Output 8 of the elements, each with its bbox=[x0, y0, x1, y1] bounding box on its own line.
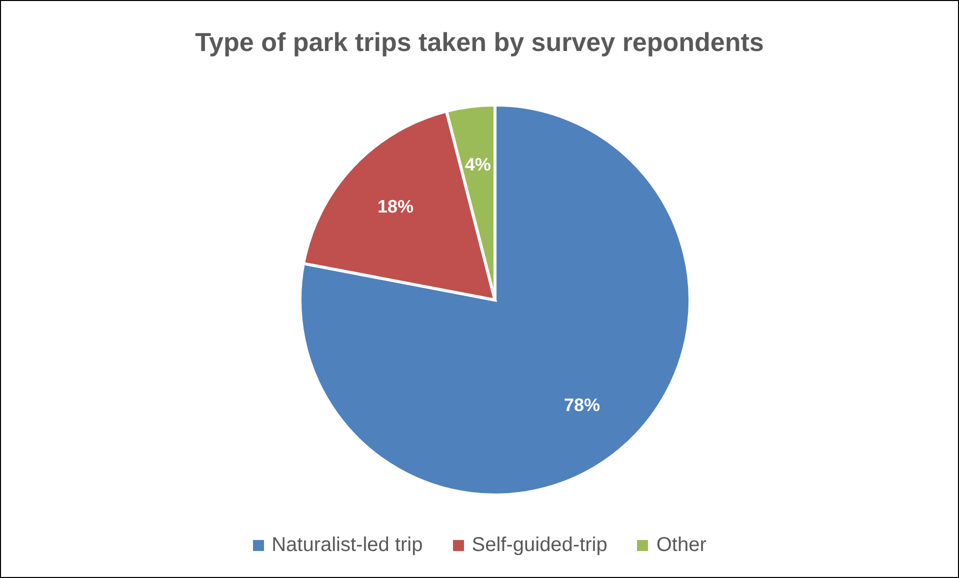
legend-label: Other bbox=[655, 534, 706, 557]
legend-label: Naturalist-led trip bbox=[270, 534, 423, 557]
data-label: 18% bbox=[377, 196, 414, 217]
data-label: 4% bbox=[464, 154, 491, 175]
legend-label: Self-guided-trip bbox=[470, 534, 608, 557]
data-label: 78% bbox=[564, 395, 600, 416]
chart-title: Type of park trips taken by survey repondents bbox=[194, 27, 765, 58]
pie-slice bbox=[298, 104, 692, 496]
